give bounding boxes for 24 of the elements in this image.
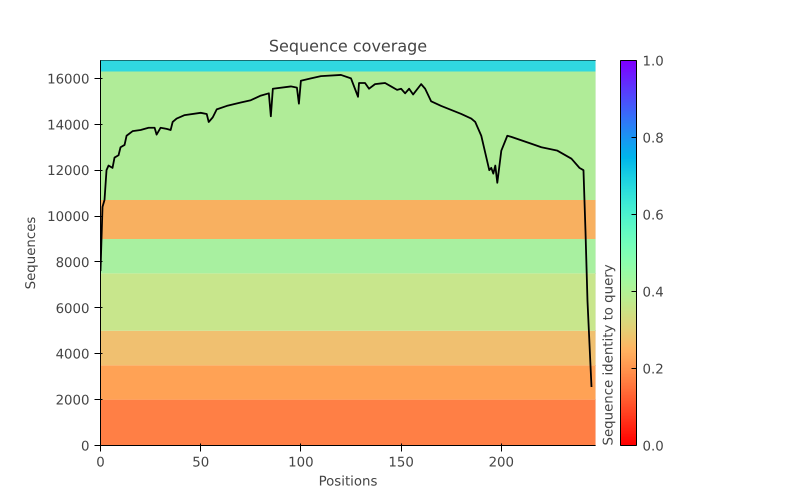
color-bar-label: 0.4 [642,286,664,300]
y-tick-label: 4000 [56,348,90,363]
color-bar-title: Sequence identity to query [602,264,616,446]
color-bar-label: 1.0 [642,54,664,70]
x-tick-label: 50 [192,456,210,470]
y-tick-label: 6000 [56,302,90,317]
y-tick-label: 8000 [56,256,90,271]
y-tick-label: 16000 [47,72,90,88]
y-tick-label: 2000 [56,394,90,409]
color-bar-label: 0.0 [642,440,664,454]
color-bar-label: 0.6 [642,208,664,224]
color-bar-label: 0.8 [642,132,664,146]
y-tick-label: 0 [81,440,90,454]
y-axis-title: Sequences [24,216,40,290]
y-tick-label: 10000 [47,210,90,226]
x-tick-label: 200 [488,456,514,470]
chart-title: Sequence coverage [268,36,428,56]
y-tick-label: 14000 [47,118,90,134]
x-tick-label: 0 [96,456,105,470]
color-bar-label: 0.2 [642,362,664,378]
x-tick-label: 100 [288,456,314,470]
y-tick-label: 12000 [47,164,90,180]
x-axis-title: Positions [318,474,378,490]
x-tick-label: 150 [388,456,414,470]
